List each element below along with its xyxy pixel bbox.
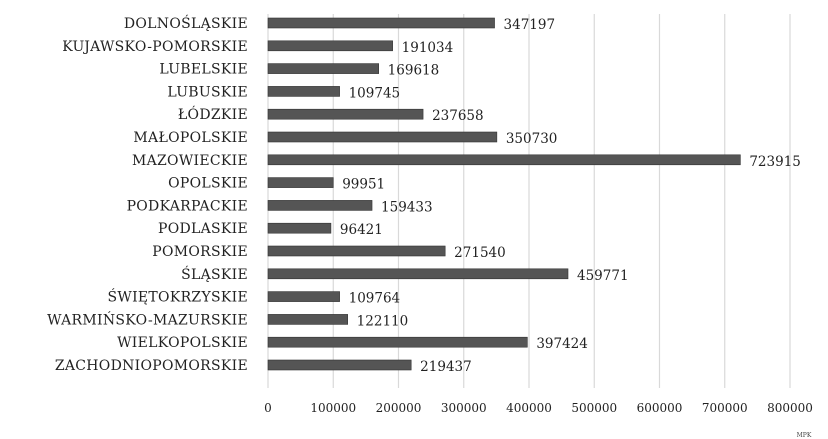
x-tick-label: 600000	[637, 401, 683, 415]
category-label: ŚLĄSKIE	[181, 265, 248, 283]
x-axis-tick-labels: 0 100000 200000 300000 400000 500000 600000 700…	[264, 401, 813, 415]
category-label: DOLNOŚLĄSKIE	[124, 14, 248, 32]
category-label: KUJAWSKO-POMORSKIE	[62, 39, 248, 55]
category-label: LUBUSKIE	[167, 84, 248, 100]
x-tick-label: 700000	[702, 401, 748, 415]
bar	[267, 86, 340, 97]
x-tick-label: 200000	[376, 401, 422, 415]
data-label: 723915	[749, 154, 801, 170]
category-label: MAZOWIECKIE	[132, 153, 248, 169]
data-label: 397424	[536, 336, 588, 352]
bar	[267, 200, 373, 211]
category-label: PODLASKIE	[158, 221, 248, 237]
bars	[267, 17, 741, 371]
category-label: OPOLSKIE	[168, 176, 248, 192]
gridlines	[267, 14, 791, 388]
bar	[267, 336, 528, 348]
category-label: ŚWIĘTOKRZYSKIE	[107, 288, 248, 306]
data-label: 350730	[506, 131, 558, 147]
x-tick-label: 300000	[441, 401, 487, 415]
data-label: 109764	[349, 291, 401, 307]
data-label: 191034	[402, 40, 454, 56]
data-label: 219437	[420, 359, 472, 375]
bar	[267, 359, 412, 371]
category-label: PODKARPACKIE	[127, 198, 248, 214]
data-label: 159433	[381, 199, 433, 215]
bar	[267, 40, 393, 52]
category-label: POMORSKIE	[152, 244, 248, 260]
data-label: 96421	[340, 222, 383, 238]
data-label: 459771	[577, 268, 629, 284]
bar	[267, 291, 340, 302]
data-label: 237658	[432, 108, 484, 124]
bar	[267, 108, 424, 120]
data-label: 109745	[349, 85, 401, 101]
bar	[267, 177, 334, 188]
bar	[267, 17, 495, 29]
x-tick-label: 500000	[571, 401, 617, 415]
category-label: WARMIŃSKO-MAZURSKIE	[47, 310, 248, 328]
category-label: LUBELSKIE	[159, 62, 248, 78]
category-labels: DOLNOŚLĄSKIE KUJAWSKO-POMORSKIE LUBELSKIE L…	[47, 14, 248, 374]
category-label: ŁÓDZKIE	[178, 105, 248, 123]
category-label: WIELKOPOLSKIE	[117, 335, 248, 351]
x-tick-label: 800000	[767, 401, 813, 415]
data-label: 169618	[388, 63, 440, 79]
bar	[267, 314, 348, 325]
bar	[267, 245, 446, 257]
bar	[267, 154, 741, 166]
data-label: 271540	[454, 245, 506, 261]
data-label: 99951	[342, 177, 385, 193]
x-tick-label: 0	[264, 401, 272, 415]
data-label: 347197	[504, 17, 556, 33]
x-tick-label: 400000	[506, 401, 552, 415]
data-label: 122110	[357, 313, 409, 329]
x-tick-label: 100000	[310, 401, 356, 415]
bar	[267, 63, 379, 74]
value-labels: 347197 191034 169618 109745 237658 350730 7239…	[340, 17, 801, 375]
bar	[267, 222, 332, 234]
unit-label: MPK	[797, 432, 812, 439]
category-label: MAŁOPOLSKIE	[133, 130, 248, 146]
category-label: ZACHODNIOPOMORSKIE	[55, 358, 248, 374]
bar	[267, 268, 569, 280]
bar	[267, 131, 498, 143]
